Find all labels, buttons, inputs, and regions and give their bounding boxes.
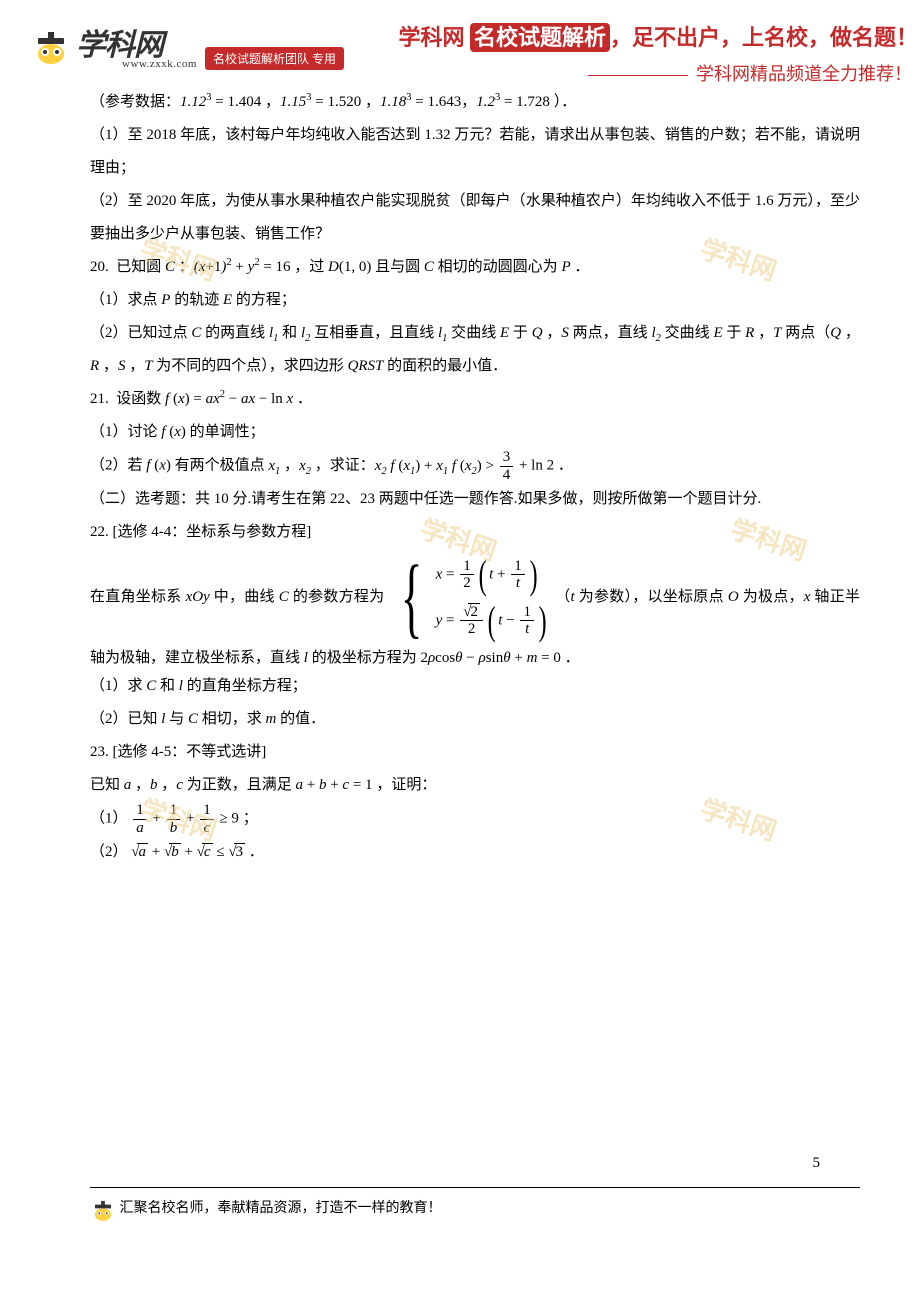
footer-text: 汇聚名校名师，奉献精品资源，打造不一样的教育！ (90, 1196, 860, 1222)
q22-part1: （1）求 C 和 l 的直角坐标方程； (90, 670, 860, 703)
q20-part1: （1）求点 P 的轨迹 E 的方程； (90, 284, 860, 317)
logo-section: 学科网 www.zxxk.com 名校试题解析团队 专用 (30, 20, 344, 70)
q23-main: 已知 a ，b ，c 为正数，且满足 a + b + c = 1 ，证明： (90, 769, 860, 802)
q22-main: 在直角坐标系 xOy 中，曲线 C 的参数方程为 { x = 12(t + 1t… (90, 549, 860, 670)
q23-label: 23. [选修 4-5：不等式选讲] (90, 736, 860, 769)
logo: 学科网 www.zxxk.com (30, 20, 197, 70)
q21-part1: （1）讨论 f (x) 的单调性； (90, 416, 860, 449)
footer-divider (90, 1187, 860, 1188)
q20-part2: （2）已知过点 C 的两直线 l1 和 l2 互相垂直，且直线 l1 交曲线 E… (90, 317, 860, 383)
page-number: 5 (813, 1155, 821, 1172)
q19-part2: （2）至 2020 年底，为使从事水果种植农户能实现脱贫（即每户（水果种植农户）… (90, 185, 860, 251)
banner-title: 学科网 名校试题解析，足不出户，上名校，做名题！ (398, 20, 918, 52)
q23-part1: （1） 1a + 1b + 1c ≥ 9 ； (90, 802, 860, 836)
banner-pre: 学科网 (398, 25, 464, 50)
banner-line (588, 75, 688, 76)
reference-data: （参考数据：1.123 = 1.404 ，1.153 = 1.520 ，1.18… (90, 86, 860, 119)
q19-part1: （1）至 2018 年底，该村每户年均纯收入能否达到 1.32 万元？若能，请求… (90, 119, 860, 185)
q20-main: 20. 已知圆 C ：(x+1)2 + y2 = 16 ，过 D(1, 0) 且… (90, 251, 860, 284)
content-body: （参考数据：1.123 = 1.404 ，1.153 = 1.520 ，1.18… (0, 86, 920, 869)
logo-icon (30, 24, 72, 66)
page: 学科网 学科网 学科网 学科网 学科网 学科网 学科网 (0, 0, 920, 1302)
team-badge: 名校试题解析团队 专用 (205, 47, 344, 70)
q21-main: 21. 设函数 f (x) = ax2 − ax − ln x ． (90, 383, 860, 416)
page-header: 学科网 www.zxxk.com 名校试题解析团队 专用 学科网 名校试题解析，… (0, 0, 920, 86)
logo-url: www.zxxk.com (122, 58, 197, 70)
banner-post: ，足不出户，上名校，做名题！ (610, 25, 918, 50)
section-2-header: （二）选考题：共 10 分.请考生在第 22、23 两题中任选一题作答.如果多做… (90, 483, 860, 516)
q22-part2: （2）已知 l 与 C 相切，求 m 的值． (90, 703, 860, 736)
parametric-system: { x = 12(t + 1t) y = √22(t − 1t) (390, 557, 549, 638)
page-footer: 汇聚名校名师，奉献精品资源，打造不一样的教育！ (90, 1187, 860, 1222)
banner-highlight: 名校试题解析 (470, 23, 610, 52)
q21-part2: （2）若 f (x) 有两个极值点 x1 ，x2 ，求证：x2 f (x1) +… (90, 449, 860, 483)
banner-sub-text: 学科网精品频道全力推荐！ (696, 64, 912, 84)
q22-label: 22. [选修 4-4：坐标系与参数方程] (90, 516, 860, 549)
banner-sub: 学科网精品频道全力推荐！ (398, 60, 918, 86)
footer-icon (90, 1196, 116, 1222)
q23-part2: （2） √a + √b + √c ≤ √3 ． (90, 836, 860, 869)
footer-text-content: 汇聚名校名师，奉献精品资源，打造不一样的教育！ (120, 1201, 442, 1216)
banner: 学科网 名校试题解析，足不出户，上名校，做名题！ 学科网精品频道全力推荐！ (398, 20, 920, 86)
